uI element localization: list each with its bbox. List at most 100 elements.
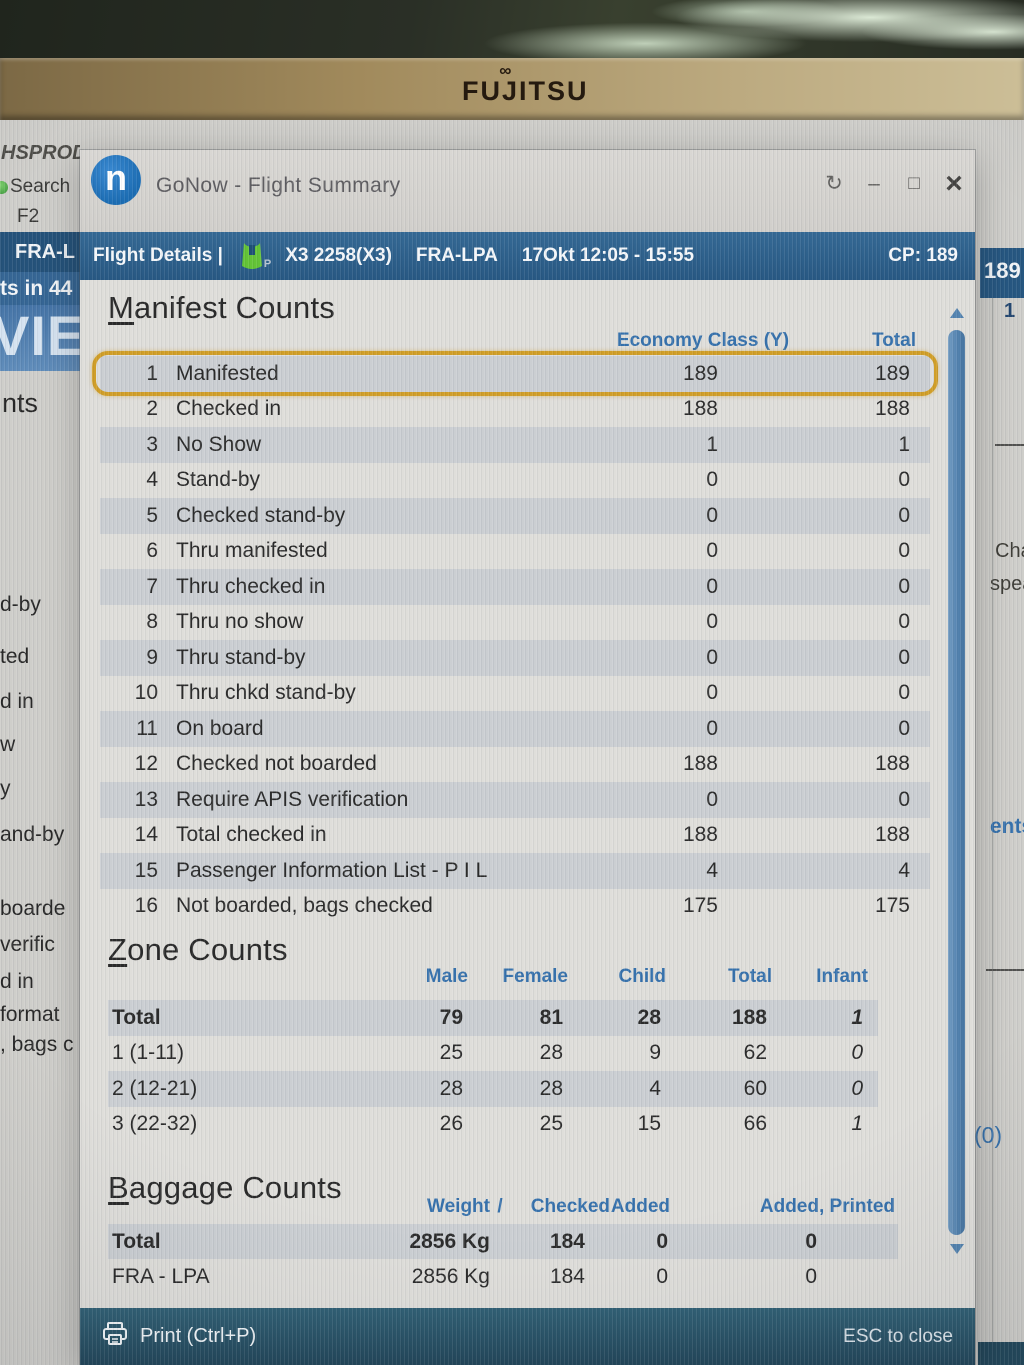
window-footer: Print (Ctrl+P) ESC to close	[80, 1308, 975, 1365]
total-value: 4	[898, 858, 910, 882]
manifest-row[interactable]: 9 Thru stand-by 0 0	[100, 640, 930, 676]
background-fragment: Cha	[995, 540, 1024, 562]
title-rest: aggage Counts	[128, 1170, 342, 1205]
manifest-row[interactable]: 5 Checked stand-by 0 0	[100, 498, 930, 534]
row-number: 1	[146, 361, 158, 385]
scrollbar-thumb[interactable]	[948, 330, 965, 1235]
background-fragment: (0)	[974, 1122, 1003, 1148]
added-value: 0	[656, 1229, 668, 1253]
flight-number: X3 2258(X3)	[285, 245, 392, 266]
row-number: 16	[134, 894, 158, 918]
close-icon[interactable]: ×	[945, 167, 963, 200]
weight-value: 2856 Kg	[409, 1229, 490, 1253]
total-value: 189	[874, 361, 910, 385]
economy-value: 0	[706, 574, 718, 598]
total-value: 62	[743, 1041, 767, 1065]
row-label: Total checked in	[176, 823, 327, 847]
economy-value: 0	[706, 787, 718, 811]
manifest-row[interactable]: 1 Manifested 189 189	[92, 351, 938, 395]
print-button[interactable]: Print (Ctrl+P)	[102, 1321, 257, 1352]
total-value: 175	[874, 894, 910, 918]
background-env-label: HSPROD1	[1, 142, 80, 164]
manifest-row[interactable]: 14 Total checked in 188 188	[100, 818, 930, 854]
row-label: Manifested	[176, 361, 279, 385]
row-label: No Show	[176, 432, 262, 456]
baggage-table: Total 2856 Kg 184 0 0 FRA - LPA 2856 Kg	[108, 1224, 898, 1294]
economy-value: 0	[706, 681, 718, 705]
maximize-icon[interactable]: □	[908, 173, 920, 194]
print-label: Print (Ctrl+P)	[140, 1325, 257, 1347]
zone-row: 3 (22-32) 26 25 15 66 1	[108, 1107, 878, 1143]
esc-to-close-label: ESC to close	[843, 1325, 953, 1347]
flight-details-header: Flight Details | P X3 2258(X3) FRA-LPA 1…	[80, 232, 975, 280]
scrollbar-up-icon[interactable]	[950, 308, 964, 318]
column-header-total: Total	[872, 330, 916, 351]
infant-value: 1	[851, 1112, 863, 1136]
economy-value: 188	[682, 752, 718, 776]
background-fragment: y	[0, 777, 11, 800]
zone-header-row: Male Female Child Total Infant	[108, 966, 878, 988]
refresh-icon[interactable]: ↻	[825, 172, 843, 195]
child-value: 15	[637, 1112, 661, 1136]
background-fragment: d in	[0, 690, 34, 713]
economy-value: 0	[706, 716, 718, 740]
manifest-table: 1 Manifested 189 189 2 Checked in 188 18…	[92, 351, 938, 925]
zone-row: Total 79 81 28 188 1	[108, 1000, 878, 1036]
row-label: Stand-by	[176, 468, 261, 492]
total-value: 0	[898, 787, 910, 811]
row-label: Not boarded, bags checked	[176, 894, 433, 918]
row-number: 8	[146, 610, 158, 634]
row-number: 14	[134, 823, 158, 847]
background-fragment: , bags c	[0, 1033, 74, 1056]
total-value: 66	[743, 1112, 767, 1136]
manifest-row[interactable]: 16 Not boarded, bags checked 175 175	[100, 889, 930, 925]
background-fragment: w	[0, 733, 16, 756]
manifest-row[interactable]: 4 Stand-by 0 0	[100, 463, 930, 499]
window-titlebar[interactable]: n GoNow - Flight Summary ↻ – □ ×	[80, 150, 975, 232]
background-divider	[995, 444, 1024, 446]
window-body: Manifest Counts Economy Class (Y) Total …	[80, 280, 975, 1308]
row-number: 12	[134, 752, 158, 776]
baggage-row: FRA - LPA 2856 Kg 184 0 0	[108, 1259, 898, 1294]
manifest-row[interactable]: 8 Thru no show 0 0	[100, 605, 930, 641]
vest-subscript: P	[263, 258, 272, 270]
female-value: 28	[539, 1076, 563, 1100]
economy-value: 0	[706, 539, 718, 563]
background-destination-block: VIE	[0, 305, 80, 371]
monitor-screen: HSPROD1 Search F2 FRA-L ts in 44 VIE nts…	[0, 120, 1024, 1365]
economy-value: 0	[706, 468, 718, 492]
background-seats-label: ts in 44	[0, 272, 80, 305]
title-rest: one Counts	[127, 932, 288, 967]
manifest-counts-title: Manifest Counts	[108, 290, 335, 326]
manifest-row[interactable]: 2 Checked in 188 188	[100, 392, 930, 428]
life-vest-icon: P	[241, 242, 271, 270]
manifest-row[interactable]: 11 On board 0 0	[100, 711, 930, 747]
minimize-icon[interactable]: –	[868, 172, 880, 195]
background-fragment: spea	[990, 573, 1024, 595]
checked-value: 184	[549, 1229, 585, 1253]
title-initial: Z	[108, 932, 128, 967]
checked-value: 184	[549, 1264, 585, 1288]
economy-value: 4	[706, 858, 718, 882]
manifest-row[interactable]: 6 Thru manifested 0 0	[100, 534, 930, 570]
title-initial: M	[108, 290, 135, 325]
manifest-row[interactable]: 13 Require APIS verification 0 0	[100, 782, 930, 818]
total-value: 0	[898, 503, 910, 527]
manifest-row[interactable]: 7 Thru checked in 0 0	[100, 569, 930, 605]
background-fragment: ted	[0, 645, 30, 668]
zone-label: 2 (12-21)	[112, 1076, 198, 1100]
row-number: 7	[146, 574, 158, 598]
total-value: 0	[898, 468, 910, 492]
total-value: 0	[898, 539, 910, 563]
manifest-row[interactable]: 3 No Show 1 1	[100, 427, 930, 463]
male-value: 26	[439, 1112, 463, 1136]
background-window-edge	[992, 298, 993, 1342]
manifest-row[interactable]: 10 Thru chkd stand-by 0 0	[100, 676, 930, 712]
manifest-row[interactable]: 15 Passenger Information List - P I L 4 …	[100, 853, 930, 889]
child-value: 4	[649, 1076, 661, 1100]
scrollbar-down-icon[interactable]	[950, 1244, 964, 1254]
fujitsu-infinity-icon: ∞	[499, 61, 512, 80]
manifest-row[interactable]: 12 Checked not boarded 188 188	[100, 747, 930, 783]
title-rest: anifest Counts	[134, 290, 336, 325]
zone-column-header: Infant	[816, 966, 868, 987]
